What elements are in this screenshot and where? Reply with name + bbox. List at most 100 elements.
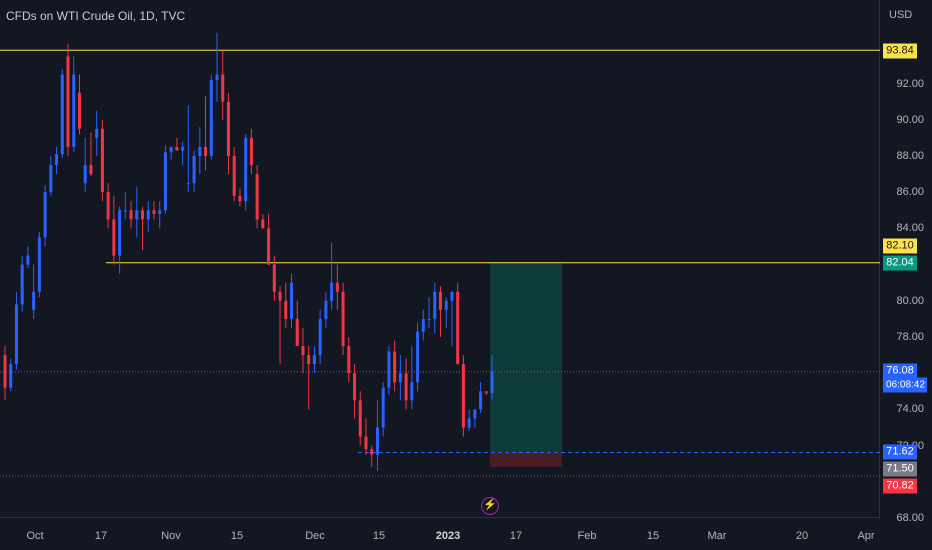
time-tick-label: 15	[646, 530, 660, 542]
candle-body	[312, 355, 316, 365]
chart-title: CFDs on WTI Crude Oil, 1D, TVC	[6, 9, 186, 23]
candle-body	[330, 282, 334, 301]
candle-body	[112, 219, 116, 256]
candle-body	[60, 74, 64, 155]
time-tick-label: Apr	[857, 530, 875, 542]
profit-zone	[490, 262, 562, 453]
time-tick-label: Nov	[161, 530, 181, 542]
candle-body	[284, 300, 288, 319]
candle-body	[427, 318, 431, 320]
candle-body	[490, 371, 494, 394]
resistance-mid-price-tag: 82.10	[883, 238, 917, 254]
stop-price-tag: 71.50	[883, 461, 917, 477]
candle-body	[341, 291, 345, 347]
candle-body	[307, 355, 311, 365]
candle-body	[169, 146, 173, 153]
candle-body	[49, 165, 53, 193]
candle-body	[175, 146, 179, 151]
candle-body	[267, 228, 271, 265]
candle-body	[444, 300, 448, 310]
events-bolt-icon[interactable]: ⚡	[481, 497, 499, 515]
candle-body	[100, 128, 104, 193]
candle-body	[89, 165, 93, 175]
candle-body	[335, 282, 339, 292]
candle-body	[393, 351, 397, 383]
candle-body	[456, 291, 460, 365]
candle-body	[77, 92, 81, 129]
candle-body	[467, 418, 471, 428]
candle-body	[146, 210, 150, 220]
candle-body	[381, 387, 385, 428]
price-tick-label: 68.00	[896, 512, 924, 524]
candle-body	[14, 304, 18, 365]
candle-body	[347, 346, 351, 374]
candle-body	[181, 146, 185, 151]
time-tick-label: Dec	[305, 530, 325, 542]
candle-body	[438, 291, 442, 310]
candle-body	[301, 346, 305, 356]
candle-body	[32, 291, 36, 310]
candle-body	[375, 427, 379, 455]
candle-body	[226, 101, 230, 156]
candle-body	[238, 195, 242, 202]
time-tick-label: Mar	[707, 530, 727, 542]
price-tick-label: 80.00	[896, 294, 924, 307]
candle-body	[410, 382, 414, 401]
price-chart[interactable]	[0, 0, 880, 518]
candle-body	[158, 210, 162, 214]
candle-body	[255, 174, 259, 220]
candle-body	[186, 183, 190, 185]
loss-zone	[490, 452, 562, 467]
candle-body	[290, 282, 293, 319]
candle-body	[204, 146, 208, 156]
candle-body	[72, 74, 76, 147]
time-tick-label: 17	[509, 530, 523, 542]
candle-body	[398, 373, 402, 383]
candle-body	[261, 219, 265, 229]
time-tick-label: 2023	[435, 530, 461, 542]
plot-area[interactable]: CFDs on WTI Crude Oil, 1D, TVC	[0, 0, 880, 518]
candle-body	[192, 156, 196, 184]
price-tick-label: 78.00	[896, 331, 924, 343]
candle-body	[20, 264, 24, 305]
candle-body	[209, 79, 213, 156]
candle-body	[473, 409, 477, 419]
candle-body	[95, 128, 99, 138]
last-price-price-tag: 76.08	[883, 363, 917, 379]
currency-label: USD	[889, 9, 913, 21]
candle-body	[106, 192, 110, 220]
candle-body	[324, 300, 328, 319]
candle-body	[232, 156, 236, 196]
low-price-tag: 70.82	[883, 478, 917, 494]
candle-body	[421, 318, 425, 332]
time-tick-label: 15	[372, 530, 386, 542]
candle-body	[123, 210, 127, 212]
price-tick-label: 90.00	[896, 113, 924, 126]
entry-price-tag: 71.62	[883, 444, 917, 460]
price-tick-label: 86.00	[896, 186, 924, 199]
candle-body	[163, 152, 167, 211]
candle-body	[353, 373, 357, 401]
candle-body	[450, 291, 454, 301]
candle-body	[141, 210, 145, 220]
time-tick-label: Oct	[26, 530, 44, 542]
candle-body	[118, 210, 122, 256]
price-tick-label: 88.00	[896, 150, 924, 162]
price-tick-label: 74.00	[896, 403, 924, 416]
candle-body	[198, 146, 202, 156]
target-price-tag: 82.04	[883, 255, 917, 271]
candle-body	[364, 436, 368, 450]
candle-body	[295, 318, 299, 347]
candle-body	[135, 210, 139, 220]
candle-body	[318, 318, 322, 356]
countdown-price-tag: 06:08:42	[883, 377, 927, 393]
candle-body	[55, 154, 59, 166]
candle-body	[484, 391, 488, 394]
candle-body	[26, 255, 30, 265]
candle-body	[43, 192, 47, 238]
price-tick-label: 92.00	[896, 77, 924, 90]
candle-body	[9, 364, 13, 388]
candle-body	[66, 56, 70, 147]
candle-body	[370, 449, 374, 455]
